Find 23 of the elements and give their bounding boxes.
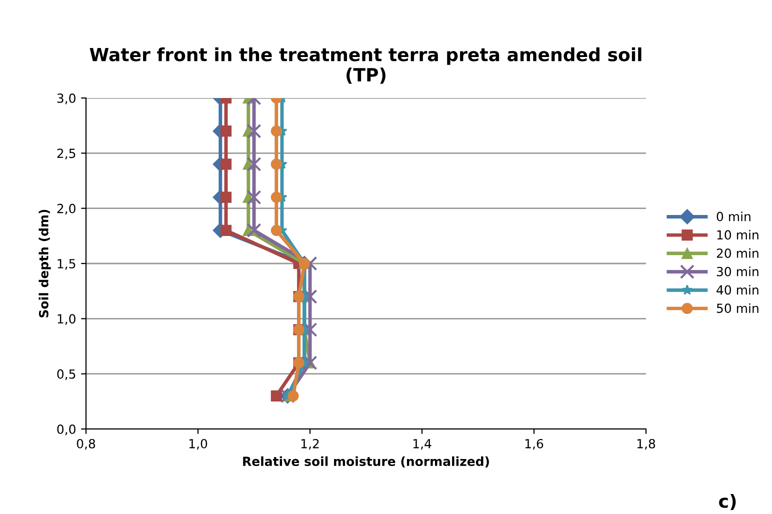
legend-label: 10 min xyxy=(717,230,758,240)
legend-label: 30 min xyxy=(716,266,758,276)
y-tick-label: 1,5 xyxy=(58,259,76,270)
legend-label: 0 min xyxy=(716,212,750,222)
x-tick-label: 1,8 xyxy=(637,438,656,450)
legend-label: 50 min xyxy=(716,303,758,313)
y-tick-label: 2,0 xyxy=(57,204,76,215)
text: c) xyxy=(719,494,736,510)
y-tick-label: 0,0 xyxy=(57,424,76,436)
chart-title: Water front in the treatment terra preta amended soil (TP) xyxy=(90,47,642,84)
y-tick-label: 2,5 xyxy=(57,148,76,160)
x-tick-label: 1,2 xyxy=(301,438,319,450)
x-tick-label: 1,6 xyxy=(525,438,544,450)
y-axis-title: Soil depth (dm) xyxy=(38,210,51,318)
x-tick-label: 1,4 xyxy=(413,439,432,450)
x-axis-title: Relative soil moisture (normalized) xyxy=(243,456,489,468)
legend-label: 20 min xyxy=(716,248,758,258)
y-tick-label: 3,0 xyxy=(57,93,76,104)
x-tick-label: 0,8 xyxy=(76,438,96,450)
legend-label: 40 min xyxy=(716,284,758,295)
y-tick-label: 0,5 xyxy=(57,369,76,380)
x-tick-label: 1,0 xyxy=(189,438,208,450)
y-tick-label: 1,0 xyxy=(58,314,76,325)
